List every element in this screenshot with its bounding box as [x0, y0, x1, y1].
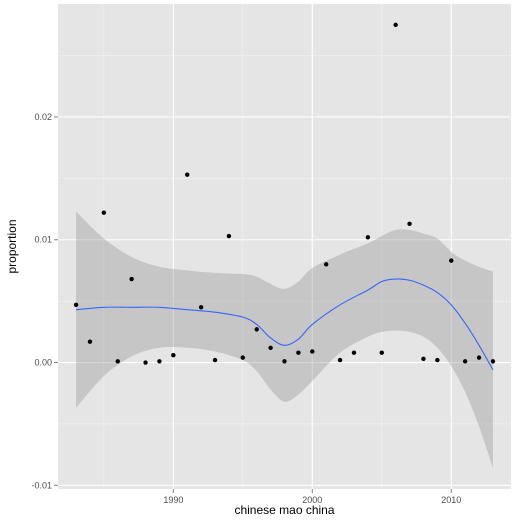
y-tick-label: -0.01: [31, 480, 52, 490]
data-point: [240, 355, 246, 360]
data-point: [101, 210, 107, 215]
data-point: [282, 359, 287, 364]
x-tick-label: 1990: [163, 495, 183, 505]
minor-gridlines: [58, 4, 511, 489]
data-point: [143, 360, 148, 365]
data-point: [115, 359, 120, 364]
major-gridlines: [58, 4, 511, 489]
data-point: [365, 235, 371, 240]
data-point: [393, 22, 398, 28]
x-axis: 1990 2000 2010: [163, 489, 461, 505]
data-point: [73, 302, 79, 308]
data-point: [476, 355, 482, 360]
y-axis: -0.01 0.00 0.01 0.02: [31, 112, 58, 490]
x-tick-label: 2000: [302, 495, 322, 505]
data-points: [73, 22, 496, 365]
data-point: [449, 258, 454, 263]
data-point: [490, 359, 496, 364]
y-tick-label: 0.01: [34, 235, 52, 245]
data-point: [323, 262, 329, 267]
data-point: [129, 276, 134, 282]
y-axis-title: proportion: [5, 219, 19, 273]
y-tick-label: 0.02: [34, 112, 52, 122]
data-point: [435, 357, 440, 363]
data-point: [351, 350, 357, 355]
data-point: [185, 172, 190, 177]
data-point: [212, 357, 218, 363]
data-point: [254, 327, 259, 332]
data-point: [268, 345, 273, 350]
x-tick-label: 2010: [441, 495, 461, 505]
y-tick-label: 0.00: [34, 358, 52, 368]
smooth-line: [76, 278, 494, 371]
data-point: [421, 356, 426, 362]
data-point: [310, 349, 315, 354]
data-point: [157, 359, 162, 364]
data-point: [171, 352, 176, 358]
x-axis-title: chinese mao china: [234, 503, 334, 517]
smooth-line-layer: [76, 278, 494, 371]
confidence-band: [76, 211, 493, 469]
data-point: [198, 305, 204, 310]
data-point: [296, 350, 301, 355]
data-point: [226, 233, 232, 239]
data-point: [462, 359, 468, 364]
data-point: [379, 350, 384, 355]
confidence-ribbon: [76, 211, 493, 469]
data-point: [87, 339, 93, 344]
data-point: [337, 357, 343, 363]
plot-panel: [58, 4, 511, 489]
data-point: [407, 221, 412, 226]
